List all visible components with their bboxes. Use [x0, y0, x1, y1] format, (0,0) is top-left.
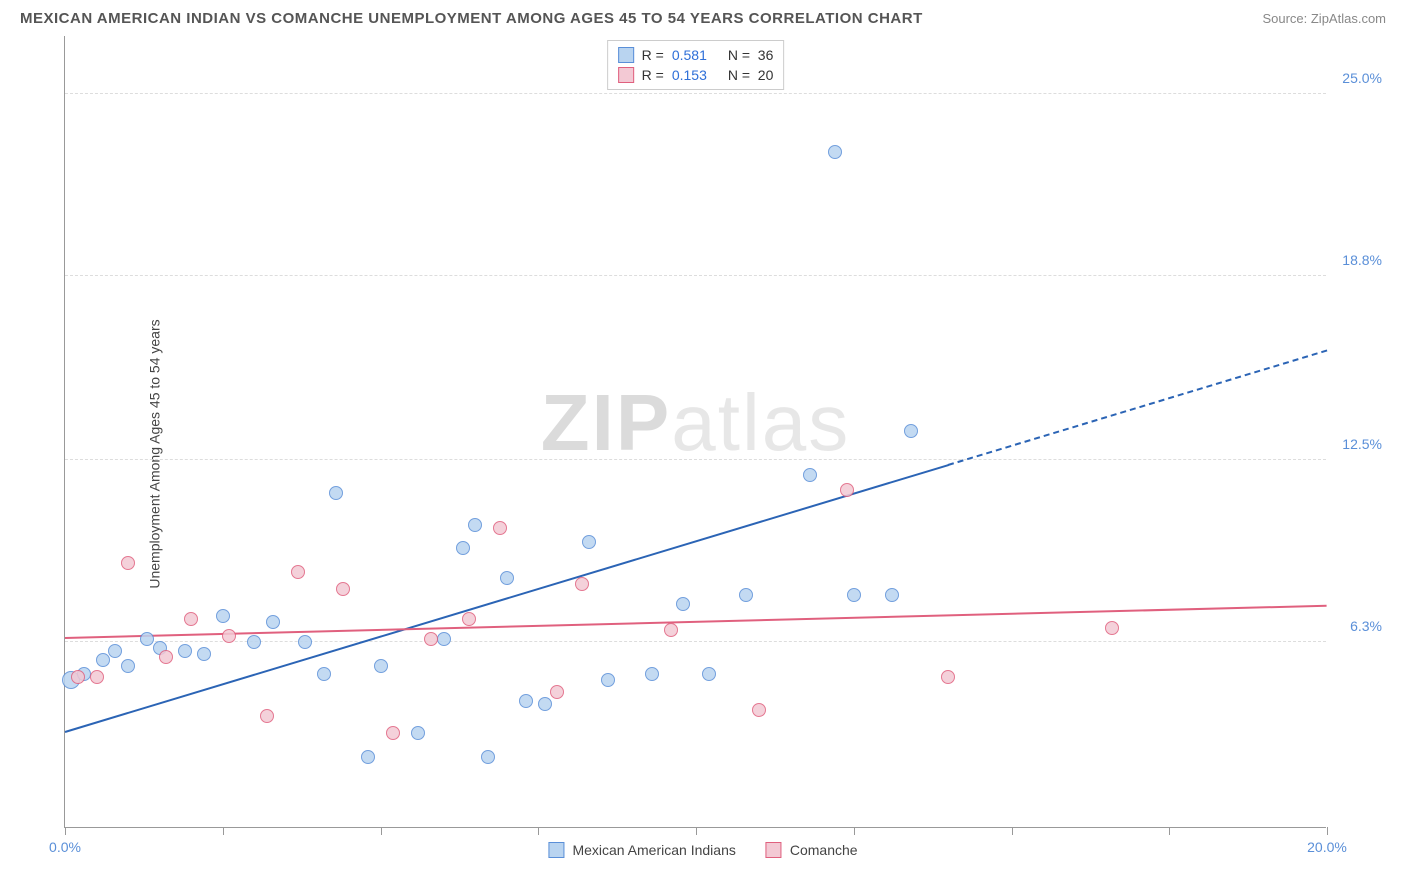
- chart-title: MEXICAN AMERICAN INDIAN VS COMANCHE UNEM…: [20, 10, 923, 27]
- legend-swatch: [618, 67, 634, 83]
- chart-header: MEXICAN AMERICAN INDIAN VS COMANCHE UNEM…: [0, 0, 1406, 33]
- data-point: [904, 424, 918, 438]
- x-tick: [1169, 827, 1170, 835]
- x-tick-label: 20.0%: [1307, 839, 1347, 855]
- data-point: [601, 673, 615, 687]
- data-point: [550, 685, 564, 699]
- series-legend: Mexican American Indians Comanche: [548, 842, 857, 858]
- data-point: [645, 667, 659, 681]
- legend-label: Mexican American Indians: [572, 842, 735, 858]
- plot-area: ZIPatlas R =0.581N = 36R =0.153N = 20 6.…: [64, 36, 1326, 828]
- data-point: [538, 697, 552, 711]
- y-tick-label: 25.0%: [1342, 70, 1382, 86]
- x-tick: [854, 827, 855, 835]
- r-value: 0.581: [672, 47, 720, 63]
- legend-item: Comanche: [766, 842, 858, 858]
- data-point: [752, 703, 766, 717]
- data-point: [108, 644, 122, 658]
- source-label: Source: ZipAtlas.com: [1262, 11, 1386, 26]
- data-point: [121, 556, 135, 570]
- data-point: [140, 632, 154, 646]
- legend-row: R = 0.153 N = 20: [618, 65, 774, 85]
- trend-line: [65, 464, 949, 733]
- data-point: [847, 588, 861, 602]
- data-point: [247, 635, 261, 649]
- data-point: [291, 565, 305, 579]
- correlation-legend: R = 0.581 N = 36 R = 0.153 N = 20: [607, 40, 785, 90]
- n-value: N = 20: [728, 67, 774, 83]
- r-label: R =: [642, 47, 664, 63]
- data-point: [840, 483, 854, 497]
- r-label: R =: [642, 67, 664, 83]
- watermark: ZIPatlas: [541, 376, 850, 468]
- data-point: [468, 518, 482, 532]
- data-point: [519, 694, 533, 708]
- data-point: [71, 670, 85, 684]
- y-tick-label: 12.5%: [1342, 436, 1382, 452]
- x-tick: [381, 827, 382, 835]
- data-point: [828, 145, 842, 159]
- x-tick: [223, 827, 224, 835]
- data-point: [222, 629, 236, 643]
- data-point: [361, 750, 375, 764]
- x-tick: [696, 827, 697, 835]
- data-point: [159, 650, 173, 664]
- data-point: [702, 667, 716, 681]
- data-point: [664, 623, 678, 637]
- gridline: [65, 275, 1326, 276]
- x-tick: [538, 827, 539, 835]
- data-point: [336, 582, 350, 596]
- data-point: [575, 577, 589, 591]
- x-tick: [1012, 827, 1013, 835]
- data-point: [885, 588, 899, 602]
- r-value: 0.153: [672, 67, 720, 83]
- data-point: [493, 521, 507, 535]
- data-point: [317, 667, 331, 681]
- legend-item: Mexican American Indians: [548, 842, 735, 858]
- data-point: [329, 486, 343, 500]
- y-tick-label: 6.3%: [1350, 618, 1382, 634]
- data-point: [582, 535, 596, 549]
- data-point: [374, 659, 388, 673]
- gridline: [65, 93, 1326, 94]
- data-point: [803, 468, 817, 482]
- data-point: [121, 659, 135, 673]
- data-point: [96, 653, 110, 667]
- legend-swatch: [548, 842, 564, 858]
- data-point: [500, 571, 514, 585]
- trend-line: [65, 605, 1327, 639]
- data-point: [266, 615, 280, 629]
- data-point: [1105, 621, 1119, 635]
- data-point: [462, 612, 476, 626]
- data-point: [941, 670, 955, 684]
- data-point: [260, 709, 274, 723]
- chart-area: Unemployment Among Ages 45 to 54 years Z…: [20, 36, 1386, 872]
- data-point: [739, 588, 753, 602]
- legend-label: Comanche: [790, 842, 858, 858]
- data-point: [216, 609, 230, 623]
- data-point: [411, 726, 425, 740]
- data-point: [298, 635, 312, 649]
- gridline: [65, 459, 1326, 460]
- y-tick-label: 18.8%: [1342, 252, 1382, 268]
- x-tick-label: 0.0%: [49, 839, 81, 855]
- data-point: [90, 670, 104, 684]
- data-point: [184, 612, 198, 626]
- data-point: [481, 750, 495, 764]
- trend-line: [948, 350, 1327, 466]
- n-value: N = 36: [728, 47, 774, 63]
- data-point: [386, 726, 400, 740]
- legend-swatch: [766, 842, 782, 858]
- data-point: [437, 632, 451, 646]
- data-point: [178, 644, 192, 658]
- data-point: [676, 597, 690, 611]
- x-tick: [65, 827, 66, 835]
- data-point: [456, 541, 470, 555]
- x-tick: [1327, 827, 1328, 835]
- legend-swatch: [618, 47, 634, 63]
- data-point: [197, 647, 211, 661]
- data-point: [424, 632, 438, 646]
- legend-row: R = 0.581 N = 36: [618, 45, 774, 65]
